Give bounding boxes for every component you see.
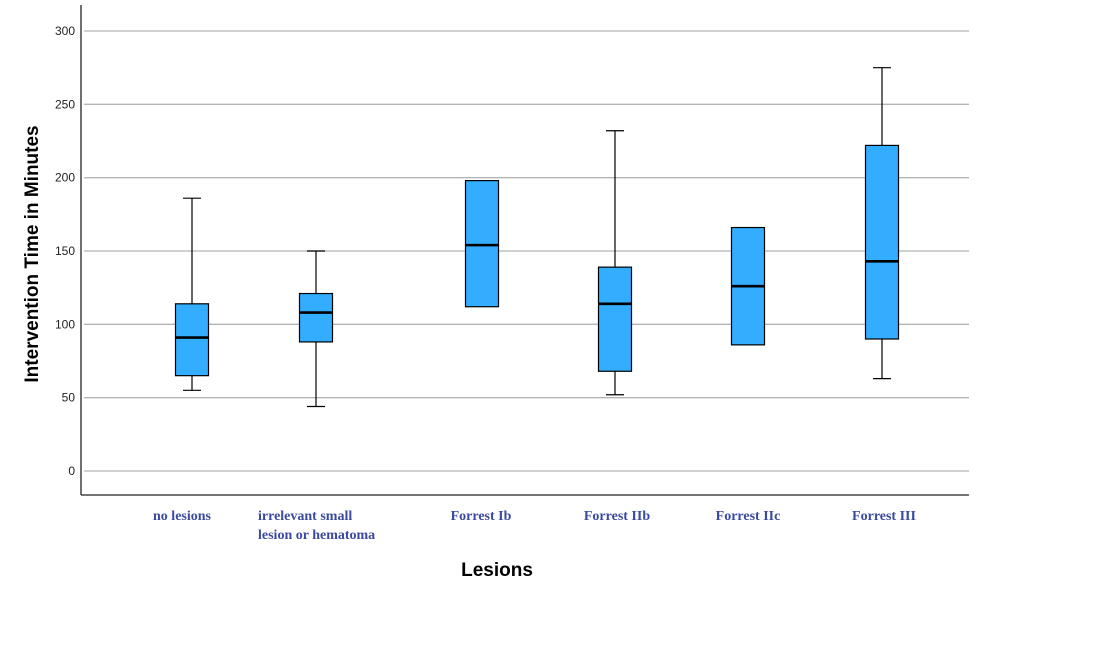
category-label-line: Forrest IIc bbox=[716, 509, 781, 524]
category-label-line: Forrest Ib bbox=[451, 509, 512, 524]
category-label-line: irrelevant small bbox=[258, 509, 352, 524]
axes bbox=[80, 5, 969, 496]
y-axis-title: Intervention Time in Minutes bbox=[22, 125, 43, 382]
category-label-1: irrelevant small lesion or hematoma bbox=[258, 509, 375, 543]
category-label-5: Forrest III bbox=[852, 509, 916, 524]
y-tick-label-200: 200 bbox=[55, 171, 75, 185]
iqr-box-3 bbox=[597, 266, 633, 372]
category-label-line: lesion or hematoma bbox=[258, 528, 375, 543]
boxes bbox=[174, 67, 900, 408]
box-1 bbox=[298, 250, 334, 408]
y-tick-label-50: 50 bbox=[62, 391, 76, 405]
category-label-4: Forrest IIc bbox=[716, 509, 781, 524]
category-label-line: Forrest IIb bbox=[584, 509, 650, 524]
y-tick-label-150: 150 bbox=[55, 244, 75, 258]
iqr-box-0 bbox=[174, 303, 210, 377]
category-label-2: Forrest Ib bbox=[451, 509, 512, 524]
category-label-3: Forrest IIb bbox=[584, 509, 650, 524]
box-2 bbox=[464, 180, 500, 308]
category-label-line: Forrest III bbox=[852, 509, 916, 524]
y-tick-label-300: 300 bbox=[55, 24, 75, 38]
category-label-line: no lesions bbox=[153, 509, 212, 524]
iqr-box-2 bbox=[464, 180, 500, 308]
y-tick-label-100: 100 bbox=[55, 317, 75, 331]
gridlines bbox=[84, 30, 969, 472]
x-axis-title: Lesions bbox=[461, 560, 533, 581]
iqr-box-1 bbox=[298, 292, 334, 343]
y-tick-label-250: 250 bbox=[55, 97, 75, 111]
box-5 bbox=[864, 67, 900, 380]
category-labels: no lesions irrelevant small lesion or hema… bbox=[153, 509, 916, 543]
iqr-box-5 bbox=[864, 144, 900, 340]
category-label-0: no lesions bbox=[153, 509, 212, 524]
box-3 bbox=[597, 130, 633, 396]
box-0 bbox=[174, 197, 210, 391]
y-tick-label-0: 0 bbox=[68, 464, 75, 478]
box-4 bbox=[730, 226, 766, 346]
y-tick-labels: 0 50 100 150 200 250 300 bbox=[55, 24, 75, 478]
